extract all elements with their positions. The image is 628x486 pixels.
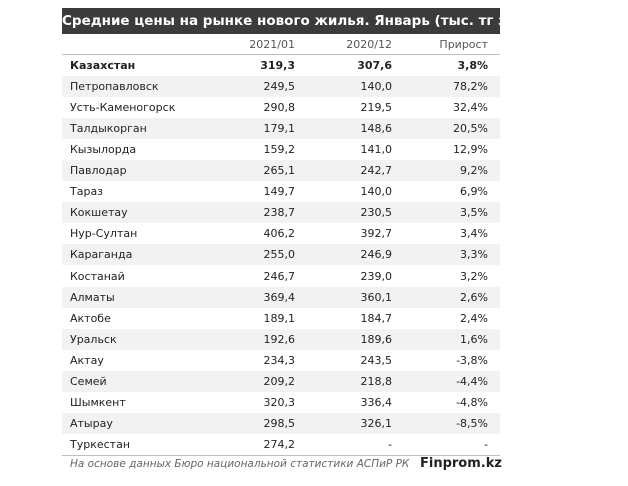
cell-value: 192,6 [263, 332, 296, 346]
cell-value: 336,4 [360, 395, 393, 409]
cell-value: 406,2 [263, 227, 296, 241]
cell-value: 234,3 [263, 353, 296, 367]
cell-value: 32,4% [453, 101, 488, 115]
cell-value: 12,9% [453, 143, 488, 157]
cell-value: 242,7 [360, 164, 393, 178]
row-label: Тараз [70, 185, 104, 199]
cell-value: -4,4% [456, 374, 488, 388]
row-shade [62, 286, 500, 308]
cell-value: 184,7 [360, 311, 393, 325]
header-rule [62, 54, 500, 55]
cell-value: 290,8 [263, 101, 296, 115]
cell-value: 9,2% [460, 164, 488, 178]
cell-value: 319,3 [260, 59, 295, 72]
row-label: Семей [70, 374, 107, 388]
row-shade [62, 160, 500, 182]
row-label: Шымкент [70, 395, 126, 409]
cell-value: 392,7 [360, 227, 393, 241]
cell-value: 159,2 [263, 143, 296, 157]
bottom-rule [62, 454, 500, 456]
cell-value: -3,8% [456, 353, 488, 367]
cell-value: 140,0 [360, 80, 393, 94]
cell-value: 255,0 [263, 248, 296, 262]
row-label: Кокшетау [70, 206, 128, 220]
cell-value: 298,5 [263, 416, 296, 430]
cell-value: 179,1 [263, 122, 296, 136]
cell-value: 2,4% [460, 311, 488, 325]
cell-value: 3,4% [460, 227, 488, 241]
cell-value: 6,9% [460, 185, 488, 199]
row-label: Актау [70, 353, 104, 367]
row-label: Уральск [70, 332, 117, 346]
row-shade [62, 118, 500, 140]
column-header: 2021/01 [249, 38, 295, 51]
cell-value: 307,6 [357, 59, 392, 72]
column-header: Прирост [439, 38, 488, 51]
cell-value: 3,8% [457, 59, 488, 72]
cell-value: 2,6% [460, 290, 488, 304]
cell-value: 189,6 [360, 332, 393, 346]
cell-value: 230,5 [360, 206, 393, 220]
cell-value: 320,3 [263, 395, 296, 409]
column-header: 2020/12 [346, 38, 392, 51]
row-shade [62, 244, 500, 266]
row-label: Актобе [70, 311, 111, 325]
row-label: Талдыкорган [70, 122, 147, 136]
row-label: Костанай [70, 269, 125, 283]
cell-value: 326,1 [360, 416, 393, 430]
cell-value: 243,5 [360, 353, 393, 367]
row-label: Туркестан [70, 437, 131, 451]
cell-value: 78,2% [453, 80, 488, 94]
row-shade [62, 370, 500, 392]
cell-value: 249,5 [263, 80, 296, 94]
cell-value: 3,3% [460, 248, 488, 262]
cell-value: -8,5% [456, 416, 488, 430]
cell-value: 1,6% [460, 332, 488, 346]
row-label: Нур-Султан [70, 227, 138, 241]
cell-value: 360,1 [360, 290, 393, 304]
cell-value: 238,7 [263, 206, 296, 220]
cell-value: 20,5% [453, 122, 488, 136]
cell-value: 141,0 [360, 143, 393, 157]
cell-value: 239,0 [360, 269, 393, 283]
cell-value: 140,0 [360, 185, 393, 199]
row-shade [62, 76, 500, 98]
row-label: Петропавловск [70, 80, 159, 94]
cell-value: 3,5% [460, 206, 488, 220]
cell-value: - [388, 437, 392, 451]
row-shade [62, 328, 500, 350]
cell-value: 3,2% [460, 269, 488, 283]
cell-value: 246,7 [263, 269, 296, 283]
row-label: Алматы [70, 290, 115, 304]
cell-value: 189,1 [263, 311, 296, 325]
cell-value: 246,9 [360, 248, 393, 262]
row-shade [62, 202, 500, 224]
cell-value: 369,4 [263, 290, 296, 304]
cell-value: 274,2 [263, 437, 296, 451]
row-label: Павлодар [70, 164, 127, 178]
row-label: Казахстан [70, 59, 136, 72]
cell-value: -4,8% [456, 395, 488, 409]
cell-value: 218,8 [360, 374, 393, 388]
cell-value: 219,5 [360, 101, 393, 115]
cell-value: - [484, 437, 488, 451]
cell-value: 265,1 [263, 164, 296, 178]
row-shade [62, 412, 500, 434]
cell-value: 148,6 [360, 122, 393, 136]
cell-value: 149,7 [263, 185, 296, 199]
row-label: Атырау [70, 416, 113, 430]
brand: Finprom.kz [420, 456, 502, 471]
table-title: Средние цены на рынке нового жилья. Янва… [62, 8, 579, 34]
cell-value: 209,2 [263, 374, 296, 388]
source-note: На основе данных Бюро национальной стати… [70, 458, 410, 470]
row-label: Караганда [70, 248, 133, 262]
row-label: Кызылорда [70, 143, 137, 157]
row-label: Усть-Каменогорск [70, 101, 176, 115]
